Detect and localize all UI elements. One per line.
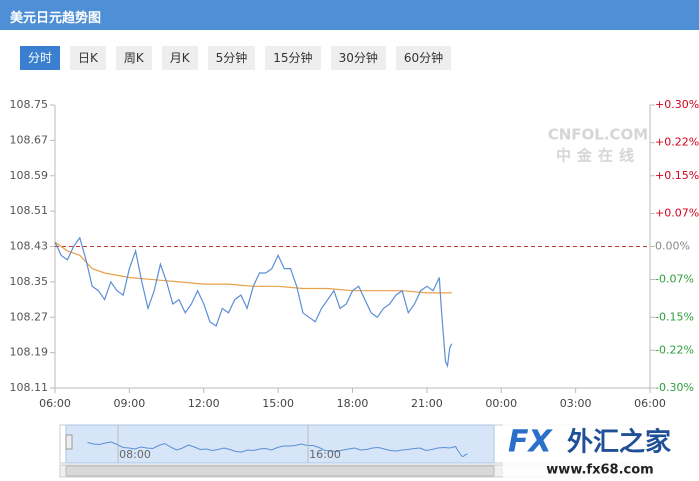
x-tick-label: 12:00 bbox=[188, 397, 220, 410]
tab[interactable]: 日K bbox=[70, 46, 106, 70]
tab[interactable]: 15分钟 bbox=[265, 46, 321, 70]
navigator-handle[interactable] bbox=[65, 434, 73, 450]
y-tick-label: 108.43 bbox=[10, 240, 49, 253]
tab[interactable]: 60分钟 bbox=[395, 46, 452, 70]
y2-tick-label: -0.15% bbox=[655, 310, 694, 323]
x-tick-label: 18:00 bbox=[337, 397, 369, 410]
watermark: 中金在线 bbox=[556, 147, 640, 165]
tab-bar: 分时 日K 周K 月K 5分钟 15分钟 30分钟 60分钟 bbox=[20, 46, 452, 70]
y-tick-label: 108.67 bbox=[10, 133, 49, 146]
title: 美元日元趋势图 bbox=[10, 11, 102, 26]
y-tick-label: 108.35 bbox=[10, 275, 49, 288]
tab[interactable]: 周K bbox=[115, 46, 152, 70]
y-tick-label: 108.75 bbox=[10, 98, 49, 111]
x-tick-label: 00:00 bbox=[485, 397, 517, 410]
watermark: CNFOL.COM bbox=[548, 126, 649, 144]
x-tick-label: 03:00 bbox=[560, 397, 592, 410]
series-line bbox=[54, 241, 452, 294]
header: 美元日元趋势图 bbox=[0, 0, 699, 30]
brand-url: www.fx68.com bbox=[546, 463, 653, 478]
x-tick-label: 15:00 bbox=[262, 397, 294, 410]
x-tick-label: 21:00 bbox=[411, 397, 443, 410]
y2-tick-label: -0.07% bbox=[655, 273, 694, 286]
tab[interactable]: 30分钟 bbox=[330, 46, 386, 70]
y-tick-label: 108.59 bbox=[10, 169, 49, 182]
navigator-line bbox=[87, 441, 468, 458]
y2-tick-label: +0.30% bbox=[655, 98, 699, 111]
scrollbar-thumb[interactable] bbox=[65, 465, 495, 477]
y2-tick-label: 0.00% bbox=[655, 240, 690, 253]
brand-cn: 外汇之家 bbox=[567, 427, 671, 458]
x-tick-label: 06:00 bbox=[634, 397, 666, 410]
brand-bg bbox=[503, 423, 699, 481]
y-tick-label: 108.27 bbox=[10, 310, 49, 323]
y-tick-label: 108.19 bbox=[10, 346, 49, 359]
y2-tick-label: +0.15% bbox=[655, 169, 699, 182]
y2-tick-label: -0.30% bbox=[655, 381, 694, 394]
brand-fx: FX bbox=[508, 425, 553, 460]
navigator-label: 08:00 bbox=[119, 448, 151, 461]
tab[interactable]: 5分钟 bbox=[207, 46, 256, 70]
x-tick-label: 09:00 bbox=[114, 397, 146, 410]
y-tick-label: 108.51 bbox=[10, 204, 49, 217]
y-tick-label: 108.11 bbox=[10, 381, 49, 394]
x-tick-label: 06:00 bbox=[39, 397, 71, 410]
series-line bbox=[54, 236, 453, 369]
y2-tick-label: +0.07% bbox=[655, 206, 699, 219]
y2-tick-label: -0.22% bbox=[655, 343, 694, 356]
navigator-window bbox=[65, 424, 495, 464]
y2-tick-label: +0.22% bbox=[655, 136, 699, 149]
navigator-label: 16:00 bbox=[309, 448, 341, 461]
tab[interactable]: 分时 bbox=[20, 46, 61, 70]
tab[interactable]: 月K bbox=[161, 46, 198, 70]
